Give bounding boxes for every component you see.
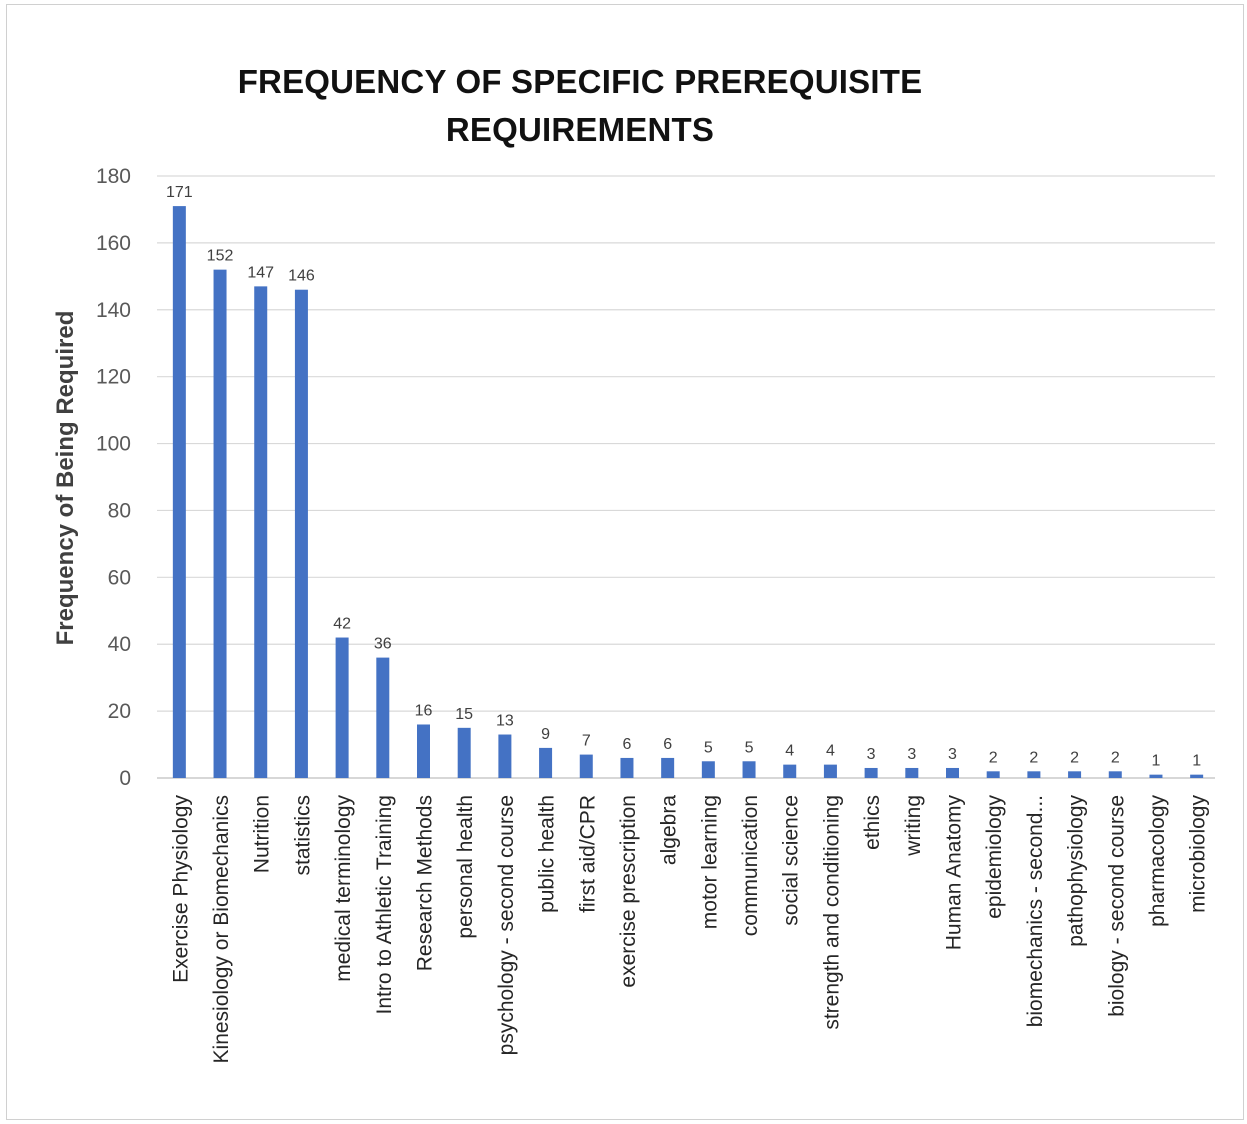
bar [1027, 771, 1041, 778]
bar [294, 289, 308, 778]
data-label: 2 [989, 749, 998, 766]
bar [579, 754, 593, 778]
x-tick-label: medical terminology [332, 795, 355, 982]
bar [213, 269, 227, 778]
y-tick-label: 120 [96, 366, 131, 389]
data-label: 6 [663, 736, 672, 753]
x-tick-label: Research Methods [414, 795, 437, 971]
data-label: 2 [1111, 749, 1120, 766]
chart-title: FREQUENCY OF SPECIFIC PREREQUISITE REQUI… [237, 63, 923, 148]
x-tick-label: personal health [454, 795, 477, 939]
bar [823, 764, 837, 778]
bar [1149, 774, 1163, 778]
data-label: 152 [207, 248, 234, 265]
data-label: 7 [582, 733, 591, 750]
data-label: 42 [333, 616, 351, 633]
y-tick-label: 160 [96, 232, 131, 255]
data-label: 4 [785, 743, 794, 760]
y-tick-label: 0 [119, 767, 131, 790]
x-tick-label: communication [739, 795, 762, 936]
bar [1068, 771, 1082, 778]
x-tick-label: pathophysiology [1065, 795, 1088, 947]
bar [172, 206, 186, 779]
chart-frame [6, 4, 1244, 1120]
x-tick-label: Nutrition [251, 795, 274, 873]
x-tick-label: biomechanics - second... [1024, 795, 1047, 1027]
x-tick-label: ethics [861, 795, 884, 850]
bar [864, 767, 878, 778]
bar [742, 761, 756, 778]
bar [661, 757, 675, 778]
data-label: 2 [1029, 749, 1038, 766]
x-tick-label: Intro to Athletic Training [373, 795, 396, 1014]
x-tick-label: pharmacology [1146, 795, 1169, 927]
x-tick-label: social science [780, 795, 803, 926]
x-tick-label: biology - second course [1105, 795, 1128, 1017]
y-tick-label: 80 [108, 499, 131, 522]
bar [946, 767, 959, 778]
bar [1108, 771, 1122, 778]
x-tick-label: microbiology [1187, 795, 1210, 913]
x-tick-label: Human Anatomy [943, 795, 966, 951]
data-label: 147 [247, 264, 274, 281]
data-label: 15 [455, 706, 473, 723]
x-tick-label: epidemiology [983, 795, 1006, 919]
x-axis-labels: Exercise Physiology Kinesiology or Biomec… [169, 795, 1209, 1064]
y-tick-label: 140 [96, 299, 131, 322]
data-label: 5 [704, 739, 713, 756]
x-tick-label: algebra [658, 795, 681, 865]
x-tick-label: Kinesiology or Biomechanics [210, 795, 233, 1063]
x-tick-label: motor learning [698, 795, 721, 929]
data-label: 36 [374, 636, 392, 653]
x-tick-label: psychology - second course [495, 795, 518, 1055]
bar [498, 734, 512, 778]
y-tick-label: 40 [108, 633, 131, 656]
data-label: 16 [415, 702, 433, 719]
y-axis-ticks: 0 20 40 60 80 100 120 140 160 180 [96, 165, 131, 790]
data-label: 1 [1192, 753, 1201, 770]
y-tick-label: 180 [96, 165, 131, 188]
bar [905, 767, 919, 778]
x-tick-label: Exercise Physiology [169, 795, 192, 983]
y-tick-label: 60 [108, 566, 131, 589]
data-label: 13 [496, 713, 514, 730]
x-tick-label: public health [536, 795, 559, 913]
data-label: 6 [623, 736, 632, 753]
bar [254, 286, 268, 778]
bar [986, 771, 1000, 778]
data-label: 2 [1070, 749, 1079, 766]
bar [539, 747, 553, 778]
data-label: 3 [907, 746, 916, 763]
x-tick-label: strength and conditioning [820, 795, 843, 1030]
data-label: 171 [166, 184, 193, 201]
bar [457, 727, 471, 778]
y-axis-label: Frequency of Being Required [52, 311, 79, 646]
bars [172, 206, 1204, 779]
bar [620, 757, 634, 778]
bar [417, 724, 430, 778]
y-tick-label: 100 [96, 433, 131, 456]
x-tick-label: statistics [291, 795, 314, 876]
data-label: 3 [948, 746, 957, 763]
bar [1190, 774, 1204, 778]
gridlines [157, 175, 1215, 779]
x-tick-label: exercise prescription [617, 795, 640, 988]
bar [335, 637, 349, 778]
data-labels: 171 152 147 146 42 36 16 15 13 9 7 6 6 5 5 4 4 3 3 3 2 2 2 2 1 1 [166, 184, 1201, 770]
data-label: 4 [826, 743, 835, 760]
bar [783, 764, 797, 778]
data-label: 5 [745, 739, 754, 756]
data-label: 1 [1152, 753, 1161, 770]
data-label: 3 [867, 746, 876, 763]
x-tick-label: first aid/CPR [576, 795, 599, 913]
data-label: 146 [288, 268, 315, 285]
y-tick-label: 20 [108, 700, 131, 723]
data-label: 9 [541, 726, 550, 743]
bar [376, 657, 390, 778]
bar [701, 761, 715, 778]
x-tick-label: writing [902, 795, 925, 857]
